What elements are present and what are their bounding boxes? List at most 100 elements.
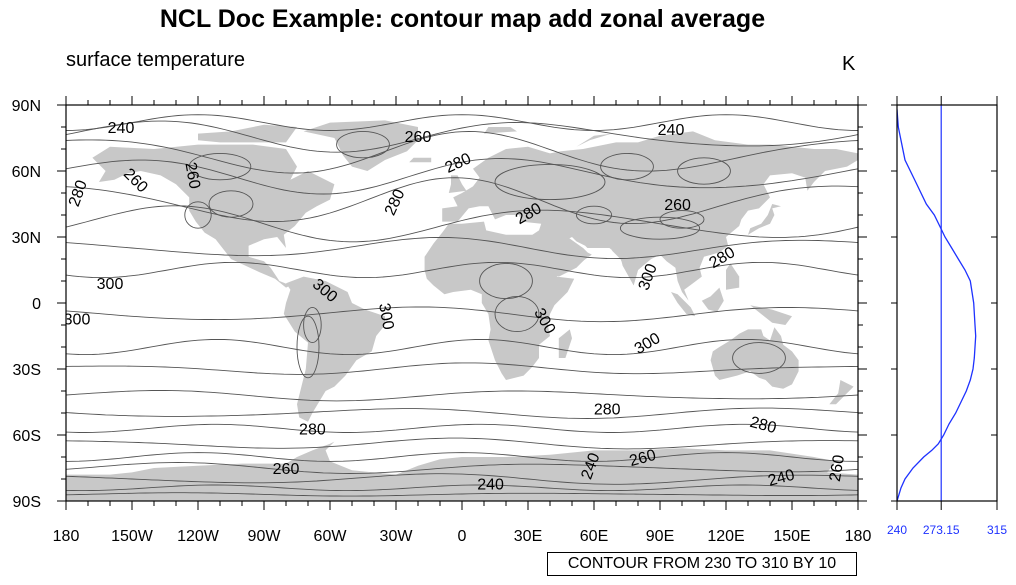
y-tick-label: 90N [12, 98, 41, 115]
contour-lines [66, 114, 858, 497]
units-label: K [842, 53, 856, 75]
land-svalbard [484, 127, 517, 134]
land-antarctica [66, 441, 858, 501]
x-tick-label: 150W [111, 528, 154, 545]
zonal-ticks [891, 96, 998, 510]
contour-loop [677, 157, 731, 185]
contour-loop [296, 315, 320, 379]
x-tick-label: 30W [380, 528, 414, 545]
contour-loop [575, 205, 613, 225]
x-tick-label: 90W [248, 528, 282, 545]
zonal-tick-label: 273.15 [923, 523, 960, 537]
x-tick-label: 0 [458, 528, 467, 545]
contour-loop [208, 190, 254, 218]
land-greenland [303, 120, 418, 171]
contour-label: 280 [299, 421, 326, 438]
contour-loop [303, 306, 322, 344]
zonal-average-line [897, 109, 977, 501]
contour-line [66, 177, 858, 225]
chart-title: NCL Doc Example: contour map add zonal a… [159, 5, 766, 33]
x-tick-label: 120E [707, 528, 744, 545]
y-tick-label: 60N [12, 164, 41, 181]
x-tick-label: 60W [314, 528, 348, 545]
contour-loop [659, 210, 705, 229]
contour-label: 260 [628, 447, 658, 470]
contour-label: 260 [664, 197, 691, 214]
map-ticks [57, 96, 867, 510]
contour-label: 260 [405, 129, 432, 146]
contour-label: 240 [766, 467, 796, 490]
contour-loop [494, 163, 606, 201]
contour-label: 240 [658, 122, 685, 139]
y-tick-label: 0 [32, 296, 41, 313]
zonal-tick-label: 240 [887, 523, 907, 537]
contour-line [66, 261, 858, 279]
land-south-america [283, 276, 385, 422]
x-tick-label: 180 [53, 528, 80, 545]
x-tick-label: 120W [177, 528, 220, 545]
contour-line [66, 158, 858, 195]
land-madagascar [558, 329, 572, 358]
contour-line [66, 492, 858, 497]
contour-loop [732, 342, 786, 374]
contour-label: 260 [827, 454, 848, 483]
contour-line [66, 362, 858, 375]
land-iceland [409, 157, 432, 163]
land-india-fill [611, 250, 656, 286]
land-uk [448, 175, 467, 193]
y-tick-label: 30S [13, 362, 41, 379]
land-novaya-zemlya [576, 133, 612, 147]
contour-loop [494, 295, 540, 333]
contour-line [66, 484, 858, 492]
y-tick-label: 30N [12, 230, 41, 247]
x-tick-label: 60E [580, 528, 608, 545]
land-japan [748, 204, 781, 235]
land-philippines [726, 263, 740, 290]
contour-line [66, 473, 858, 485]
contour-label: 280 [594, 402, 621, 419]
contour-label: 260 [181, 161, 202, 190]
y-tick-label: 90S [13, 494, 41, 511]
contour-info-label: CONTOUR FROM 230 TO 310 BY 10 [547, 552, 857, 576]
contour-loop [336, 130, 390, 159]
contour-loop [184, 201, 212, 229]
land-australia [710, 327, 799, 389]
x-tick-label: 90E [646, 528, 674, 545]
contour-line [66, 236, 858, 260]
contour-loop [619, 216, 701, 240]
contour-line [66, 390, 858, 402]
contour-line [66, 205, 858, 243]
contour-line [66, 452, 858, 462]
contour-label: 300 [97, 276, 124, 293]
contour-line [66, 120, 858, 153]
zonal-x-tick-labels: 240 273.15 315 [887, 523, 1007, 537]
x-tick-label: 30E [514, 528, 542, 545]
contour-label: 260 [273, 461, 300, 478]
contour-line [66, 338, 858, 356]
land-north-america [92, 144, 335, 288]
contour-loop [600, 152, 654, 181]
land-shading [66, 120, 858, 501]
contour-line [66, 437, 858, 450]
zonal-tick-label: 315 [987, 523, 1007, 537]
land-new-zealand [829, 380, 854, 405]
contour-loop [188, 152, 252, 181]
contour-line [66, 114, 858, 131]
x-tick-label: 150E [773, 528, 810, 545]
contour-label: 300 [375, 302, 396, 331]
y-tick-label: 60S [13, 428, 41, 445]
land-new-guinea [750, 305, 792, 325]
zonal-series-line [897, 109, 977, 501]
zonal-background [897, 105, 997, 501]
contour-line [66, 407, 858, 419]
contour-line [66, 462, 858, 474]
land-borneo [701, 287, 724, 312]
contour-label: 240 [108, 120, 135, 137]
left-subtitle: surface temperature [66, 49, 245, 71]
map-y-tick-labels: 90N 60N 30N 0 30S 60S 90S [12, 98, 41, 511]
contour-label: 240 [477, 476, 504, 493]
contour-line [66, 131, 858, 174]
contour-line [66, 423, 858, 433]
